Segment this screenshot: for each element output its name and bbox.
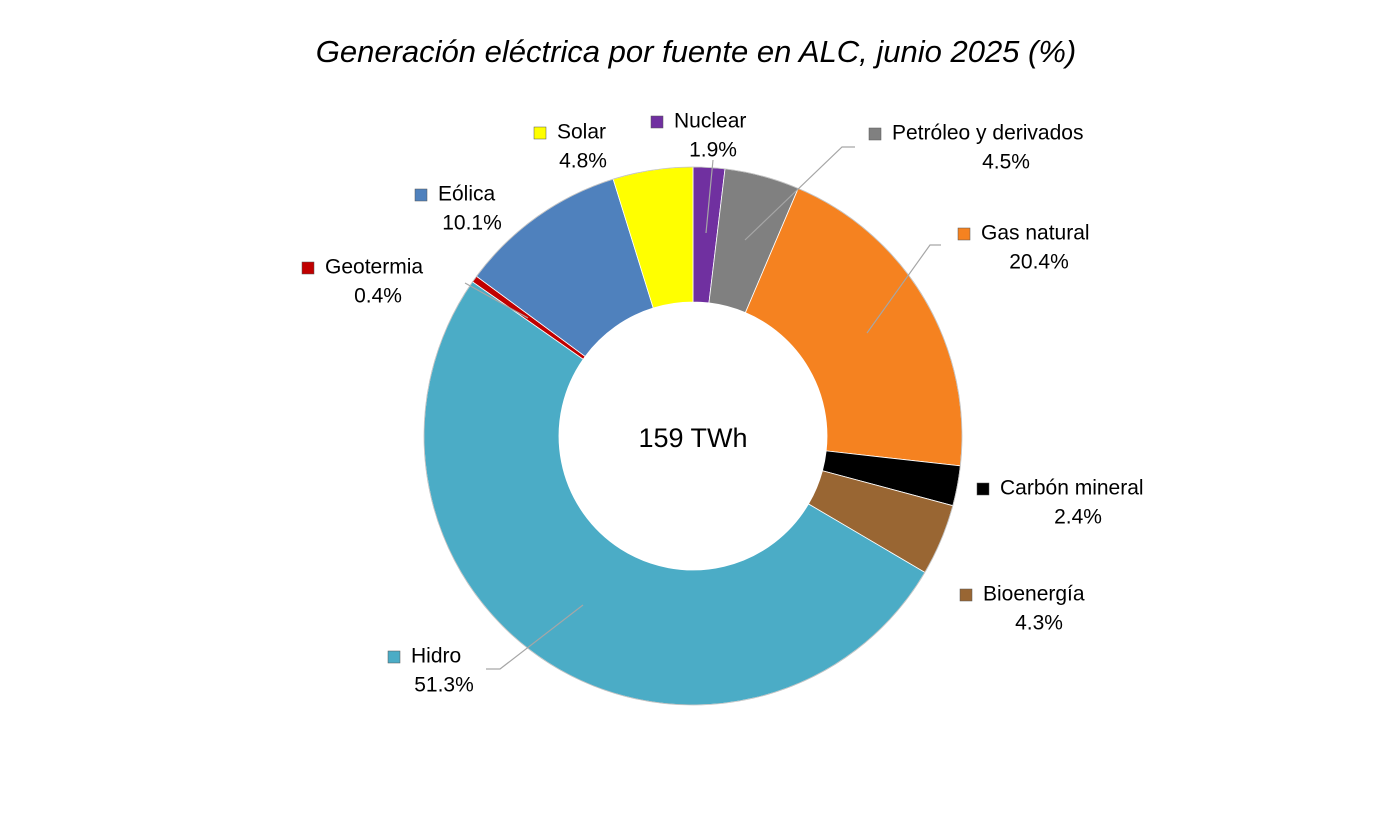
leader-lines (464, 146, 941, 670)
slice-name-eolica: Eólica (438, 183, 496, 206)
slice-labels: Nuclear 1.9% Petróleo y derivados 4.5% Gas n… (301, 110, 1144, 697)
center-label: 159 TWh (638, 423, 747, 453)
slice-name-hidro: Hidro (411, 645, 461, 668)
slice-value-solar: 4.8% (559, 150, 607, 173)
slice-name-gas-natural: Gas natural (981, 222, 1090, 245)
slice-value-carbon-mineral: 2.4% (1054, 506, 1102, 529)
slice-name-solar: Solar (557, 121, 606, 144)
legend-marker-petroleo-y-derivados (868, 127, 882, 141)
slice-name-nuclear: Nuclear (674, 110, 746, 133)
donut-outline (423, 166, 963, 706)
legend-marker-bioenergia (959, 588, 973, 602)
legend-marker-hidro (387, 650, 401, 664)
legend-marker-nuclear (650, 115, 664, 129)
leader-line-geotermia (464, 282, 529, 319)
slice-value-geotermia: 0.4% (354, 285, 402, 308)
slice-value-gas-natural: 20.4% (1009, 251, 1069, 274)
slice-value-nuclear: 1.9% (689, 139, 737, 162)
slice-name-petroleo-y-derivados: Petróleo y derivados (892, 122, 1083, 145)
leader-line-petroleo-y-derivados (744, 146, 855, 241)
legend-marker-eolica (414, 188, 428, 202)
slice-name-geotermia: Geotermia (325, 256, 423, 279)
legend-marker-gas-natural (957, 227, 971, 241)
chart-title: Generación eléctrica por fuente en ALC, … (315, 34, 1077, 69)
legend-marker-carbon-mineral (976, 482, 990, 496)
slice-value-bioenergia: 4.3% (1015, 612, 1063, 635)
slice-value-hidro: 51.3% (414, 674, 474, 697)
legend-marker-geotermia (301, 261, 315, 275)
leader-line-hidro (486, 604, 584, 670)
slice-name-bioenergia: Bioenergía (983, 583, 1085, 606)
legend-marker-solar (533, 126, 547, 140)
leader-line-nuclear (705, 159, 714, 234)
slice-value-petroleo-y-derivados: 4.5% (982, 151, 1030, 174)
slice-value-eolica: 10.1% (442, 212, 502, 235)
donut-slices (423, 166, 963, 706)
slice-name-carbon-mineral: Carbón mineral (1000, 477, 1144, 500)
leader-line-gas-natural (866, 244, 941, 334)
